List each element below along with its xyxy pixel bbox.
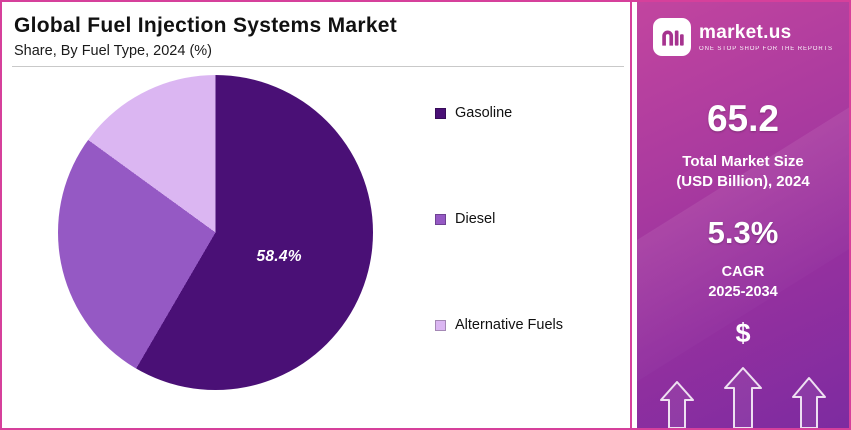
legend-swatch bbox=[435, 319, 446, 331]
chart-panel: Global Fuel Injection Systems Market Sha… bbox=[2, 2, 632, 428]
legend-label-gasoline: Gasoline bbox=[455, 105, 513, 121]
chart-header: Global Fuel Injection Systems Market Sha… bbox=[12, 14, 624, 67]
brand-tagline: ONE STOP SHOP FOR THE REPORTS bbox=[699, 46, 833, 52]
pie-chart-wrap: 58.4% bbox=[58, 75, 373, 390]
market-size-value: 65.2 bbox=[706, 98, 779, 139]
legend-swatch bbox=[435, 213, 446, 225]
brand-stats-panel: market.us ONE STOP SHOP FOR THE REPORTS … bbox=[637, 2, 849, 428]
legend-item-alternative-fuels: Alternative Fuels bbox=[435, 317, 563, 333]
cagr-period: 2025-2034 bbox=[708, 283, 778, 300]
legend-swatch bbox=[435, 107, 446, 119]
cagr-label: CAGR bbox=[721, 264, 765, 280]
legend-label-diesel: Diesel bbox=[455, 211, 496, 227]
chart-legend: Gasoline Diesel Alternative Fuels bbox=[435, 105, 563, 333]
legend-item-gasoline: Gasoline bbox=[435, 105, 563, 121]
pie-chart bbox=[58, 75, 373, 390]
chart-area: 58.4% Gasoline Diesel Alternative Fuels bbox=[12, 67, 630, 390]
market-size-label-line2: (USD Billion), 2024 bbox=[676, 172, 810, 190]
marketus-logo-icon bbox=[653, 18, 692, 56]
brand-text: market.us ONE STOP SHOP FOR THE REPORTS bbox=[699, 22, 833, 52]
panel-divider bbox=[632, 2, 637, 428]
chart-subtitle: Share, By Fuel Type, 2024 (%) bbox=[14, 43, 213, 59]
chart-title: Global Fuel Injection Systems Market bbox=[14, 14, 398, 37]
pie-data-label: 58.4% bbox=[256, 248, 302, 266]
brand-name: market.us bbox=[699, 22, 792, 43]
brand-row: market.us ONE STOP SHOP FOR THE REPORTS bbox=[653, 18, 833, 56]
cagr-value: 5.3% bbox=[707, 215, 779, 250]
cagr-label-block: CAGR 2025-2034 bbox=[708, 263, 777, 302]
legend-label-alternative-fuels: Alternative Fuels bbox=[455, 317, 563, 333]
legend-item-diesel: Diesel bbox=[435, 211, 563, 227]
market-size-label-line1: Total Market Size bbox=[682, 153, 804, 170]
growth-arrows-icon bbox=[660, 367, 826, 428]
dollar-icon: $ bbox=[735, 318, 751, 349]
market-size-label: Total Market Size (USD Billion), 2024 bbox=[676, 152, 809, 191]
